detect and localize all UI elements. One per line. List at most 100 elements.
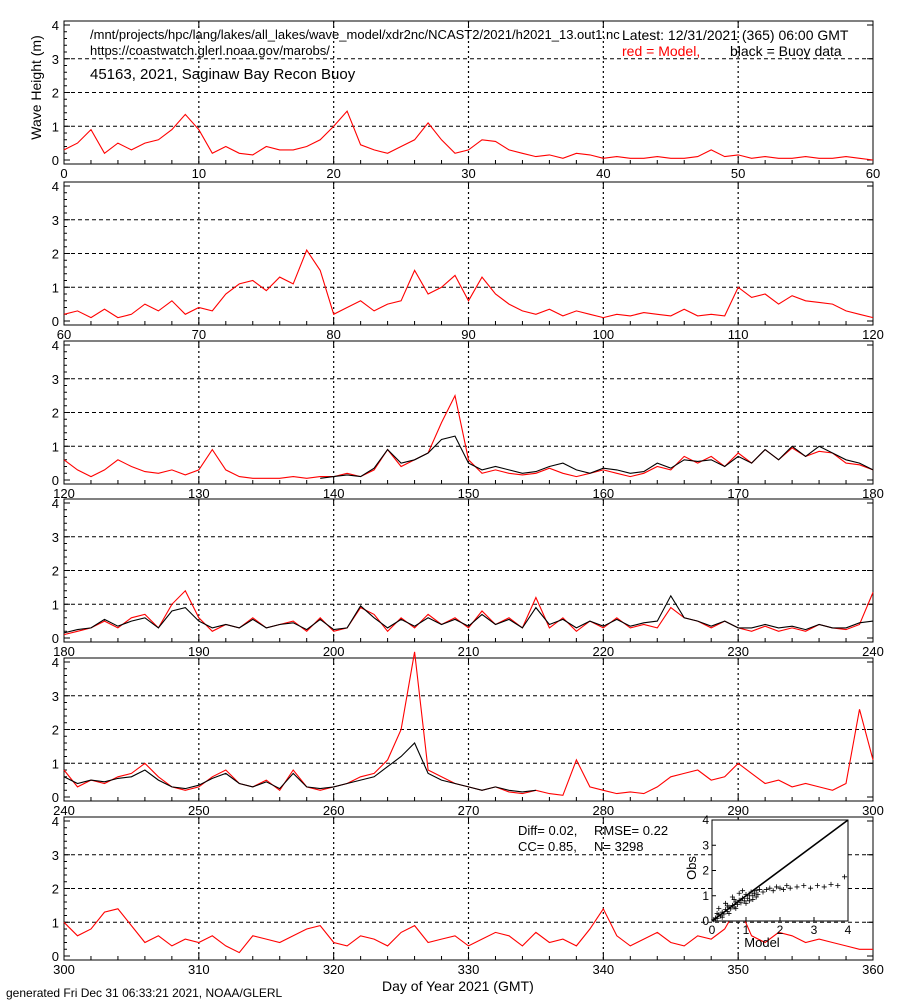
panel-4-ytick-label: 4 <box>52 655 59 670</box>
panel-3-xtick-label: 210 <box>458 644 480 659</box>
inset-point <box>755 891 761 897</box>
inset-ytick-label: 2 <box>702 864 709 878</box>
panel-2-xtick-label: 170 <box>727 486 749 501</box>
inset-point <box>728 906 734 912</box>
latest-timestamp: Latest: 12/31/2021 (365) 06:00 GMT <box>622 27 849 43</box>
panel-3-xtick-label: 200 <box>323 644 345 659</box>
panel-5-xtick-label: 360 <box>862 962 884 977</box>
panel-4-buoy-line <box>63 742 536 793</box>
inset-point <box>743 891 749 897</box>
panel-3-ytick-label: 2 <box>52 564 59 579</box>
panel-5-xtick-label: 350 <box>727 962 749 977</box>
panel-5-xtick-label: 340 <box>592 962 614 977</box>
inset-xtick-label: 1 <box>743 923 750 937</box>
inset-point <box>745 895 751 901</box>
inset-point <box>777 885 783 891</box>
inset-xlabel: Model <box>744 935 780 950</box>
panel-3-xtick-label: 230 <box>727 644 749 659</box>
inset-ytick-label: 4 <box>702 813 709 827</box>
inset-point <box>731 897 737 903</box>
inset-point <box>835 883 841 889</box>
inset-point <box>760 889 766 895</box>
panel-5-ytick-label: 1 <box>52 915 59 930</box>
panel-2-xtick-label: 120 <box>53 486 75 501</box>
panel-2-xtick-label: 130 <box>188 486 210 501</box>
inset-point <box>736 890 742 896</box>
panel-4-ytick-label: 1 <box>52 756 59 771</box>
inset-xtick-label: 0 <box>709 923 716 937</box>
inset-point <box>763 886 769 892</box>
panel-1-ytick-label: 1 <box>52 280 59 295</box>
panel-2-model-line <box>63 393 874 479</box>
panel-4-xtick-label: 260 <box>323 803 345 818</box>
panel-2-xtick-label: 140 <box>323 486 345 501</box>
legend-model: red = Model, <box>622 43 701 59</box>
panel-4-ytick-label: 2 <box>52 723 59 738</box>
inset-point <box>808 885 814 891</box>
panel-3-ytick-label: 3 <box>52 530 59 545</box>
inset-point <box>794 884 800 890</box>
inset-point <box>750 897 756 903</box>
inset-point <box>723 900 729 906</box>
panel-2-xtick-label: 180 <box>862 486 884 501</box>
file-path-label: /mnt/projects/hpc/lang/lakes/all_lakes/w… <box>90 27 620 42</box>
panel-2-ytick-label: 4 <box>52 338 59 353</box>
station-title: 45163, 2021, Saginaw Bay Recon Buoy <box>90 66 356 83</box>
inset-point <box>743 900 749 906</box>
panel-0-xtick-label: 40 <box>596 166 610 181</box>
panel-2-buoy-line <box>320 435 874 479</box>
inset-point <box>821 884 827 890</box>
inset-point <box>842 874 848 880</box>
inset-point <box>714 915 720 921</box>
stat-rmse: RMSE= 0.22 <box>594 823 668 838</box>
panel-4-xtick-label: 270 <box>458 803 480 818</box>
inset-point <box>753 894 759 900</box>
panel-1-xtick-label: 60 <box>57 327 71 342</box>
panel-4-xtick-label: 300 <box>862 803 884 818</box>
panel-1-xtick-label: 80 <box>326 327 340 342</box>
panel-0-xtick-label: 30 <box>461 166 475 181</box>
panel-2-ytick-label: 1 <box>52 439 59 454</box>
panel-2-xtick-label: 150 <box>458 486 480 501</box>
inset-point <box>801 883 807 889</box>
panel-1-model-line <box>63 248 874 319</box>
panel-0-model-line <box>63 110 874 161</box>
panel-0-xtick-label: 50 <box>731 166 745 181</box>
panel-2-ytick-label: 3 <box>52 372 59 387</box>
panel-3-xtick-label: 240 <box>862 644 884 659</box>
panel-0-ytick-label: 1 <box>52 119 59 134</box>
panel-0-ytick-label: 2 <box>52 86 59 101</box>
panel-2-ytick-label: 2 <box>52 406 59 421</box>
panel-3-buoy-line <box>63 594 874 634</box>
panel-0-xtick-label: 60 <box>866 166 880 181</box>
inset-point <box>735 902 740 908</box>
panel-5-ytick-label: 2 <box>52 882 59 897</box>
panel-1-ytick-label: 4 <box>52 179 59 194</box>
panel-5-xtick-label: 320 <box>323 962 345 977</box>
panel-3-ytick-label: 0 <box>52 631 59 646</box>
inset-point <box>767 885 773 891</box>
panel-0-xtick-label: 10 <box>192 166 206 181</box>
stat-n: N= 3298 <box>594 839 644 854</box>
stat-diff: Diff= 0.02, <box>518 823 577 838</box>
inset-point <box>738 900 744 906</box>
inset-point <box>784 883 790 889</box>
panel-3-ytick-label: 4 <box>52 496 59 511</box>
inset-point <box>719 914 725 920</box>
inset-point <box>770 888 776 894</box>
panel-1-xtick-label: 120 <box>862 327 884 342</box>
panel-1-ytick-label: 0 <box>52 314 59 329</box>
panel-2-xtick-label: 160 <box>592 486 614 501</box>
inset-point <box>746 898 752 904</box>
inset-point <box>726 910 732 916</box>
panel-2-ytick-label: 0 <box>52 473 59 488</box>
stat-cc: CC= 0.85, <box>518 839 577 854</box>
panel-1-xtick-label: 70 <box>192 327 206 342</box>
source-url-label: https://coastwatch.glerl.noaa.gov/marobs… <box>90 43 330 58</box>
panel-1-xtick-label: 100 <box>592 327 614 342</box>
inset-ylabel: Obs <box>684 856 699 880</box>
inset-point <box>748 889 754 895</box>
inset-xtick-label: 3 <box>811 923 818 937</box>
generated-footer: generated Fri Dec 31 06:33:21 2021, NOAA… <box>6 986 283 1000</box>
